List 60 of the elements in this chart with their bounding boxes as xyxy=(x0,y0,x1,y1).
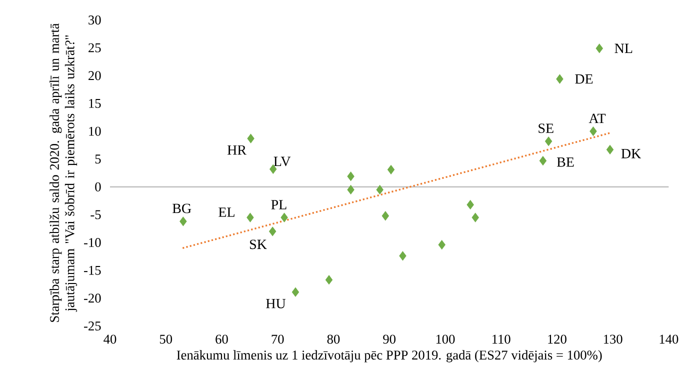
annotation: AT xyxy=(588,114,606,124)
point xyxy=(292,287,300,297)
y-tick-label: -15 xyxy=(84,266,101,275)
point xyxy=(544,136,552,146)
point xyxy=(606,144,614,154)
point xyxy=(539,156,547,166)
y-tick-label: 15 xyxy=(89,98,101,108)
annotation: PL xyxy=(271,200,286,210)
x-tick-label: 50 xyxy=(160,334,172,344)
annotation: HU xyxy=(266,299,286,308)
point xyxy=(556,74,564,84)
x-axis-title: Ienākumu līmenis uz 1 iedzīvotāju pēc PPP 2019. gadā (ES27 vidējais = 100%) xyxy=(176,350,602,362)
x-tick-label: 60 xyxy=(216,334,228,344)
point xyxy=(399,251,406,261)
y-tick-label: -20 xyxy=(84,294,101,303)
annotation: BG xyxy=(172,204,192,214)
y-tick-label: -25 xyxy=(84,322,101,330)
point xyxy=(280,212,288,222)
annotation: DE xyxy=(575,74,593,84)
point xyxy=(466,200,474,210)
point xyxy=(246,212,254,222)
x-tick-label: 130 xyxy=(604,334,622,344)
x-tick-label: 120 xyxy=(548,334,566,344)
y-axis-title: Starpība starp atbilžu saldo 2020. gada aprīlī un martā jautājumam "Vai šobrīd ir piemērots laiks uzkrāt?" xyxy=(50,23,78,322)
point xyxy=(180,216,187,226)
point xyxy=(347,172,354,182)
x-tick-label: 100 xyxy=(436,334,455,344)
y-tick-label: -10 xyxy=(84,238,101,248)
point xyxy=(269,226,276,236)
annotation: BE xyxy=(556,158,574,167)
y-tick-label: 5 xyxy=(95,154,101,164)
point xyxy=(387,164,395,174)
y-tick-label: 0 xyxy=(95,182,101,192)
annotation: LV xyxy=(274,156,291,166)
y-tick-label: 10 xyxy=(89,126,101,136)
x-tick-label: 140 xyxy=(660,334,678,344)
x-tick-label: 70 xyxy=(272,334,284,344)
annotation: SE xyxy=(538,124,554,134)
y-tick-label: 30 xyxy=(88,16,101,24)
point xyxy=(438,240,446,250)
point xyxy=(472,212,479,222)
x-tick-label: 110 xyxy=(492,334,510,344)
point xyxy=(247,134,254,144)
annotation: SK xyxy=(250,240,267,250)
point xyxy=(347,185,354,194)
y-tick-label: 20 xyxy=(88,71,101,80)
x-tick-label: 40 xyxy=(104,334,116,344)
y-tick-label: -5 xyxy=(90,210,101,220)
annotation: HR xyxy=(227,145,246,155)
y-tick-label: 25 xyxy=(88,43,101,52)
point xyxy=(376,185,384,194)
point xyxy=(596,44,603,54)
point xyxy=(382,211,389,221)
annotation: NL xyxy=(614,44,632,53)
x-tick-label: 80 xyxy=(327,334,340,344)
x-tick-label: 90 xyxy=(383,334,396,344)
point xyxy=(325,275,333,284)
annotation: DK xyxy=(621,149,642,158)
point xyxy=(590,126,597,136)
annotation: EL xyxy=(218,208,234,217)
